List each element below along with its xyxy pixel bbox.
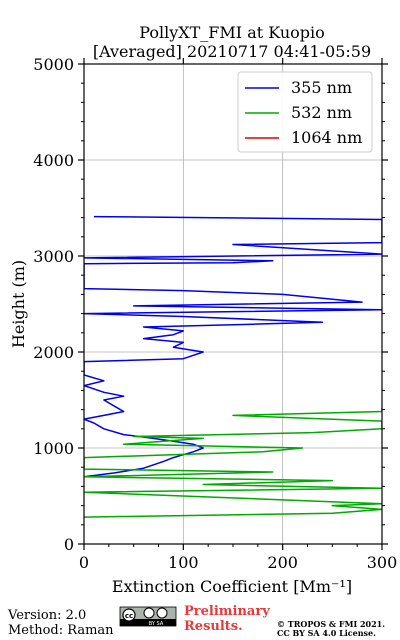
- sa-icon: [156, 607, 168, 619]
- x-tick-label: 0: [79, 553, 89, 572]
- chart-title-line2: [Averaged] 20210717 04:41-05:59: [93, 42, 371, 61]
- cc-license-badge: cc BY SA: [119, 606, 177, 627]
- series-line-532-nm: [84, 407, 382, 518]
- series-line-355-nm: [84, 215, 382, 478]
- legend-label: 1064 nm: [291, 128, 362, 147]
- legend-label: 532 nm: [291, 103, 352, 122]
- x-tick-label: 100: [168, 553, 199, 572]
- preliminary-text-line2: Results.: [184, 619, 243, 634]
- y-tick-label: 4000: [33, 151, 74, 170]
- legend-label: 355 nm: [291, 78, 352, 97]
- by-icon: [143, 607, 155, 619]
- series-lines: [84, 215, 382, 518]
- y-tick-label: 1000: [33, 439, 74, 458]
- copyright-line1: © TROPOS & FMI 2021.: [277, 619, 385, 629]
- chart-legend: 355 nm 532 nm 1064 nm: [237, 71, 373, 153]
- version-text: Version: 2.0: [7, 608, 86, 623]
- y-tick-label: 3000: [33, 247, 74, 266]
- y-axis-label: Height (m): [9, 260, 28, 348]
- y-tick-label: 5000: [33, 55, 74, 74]
- x-tick-label: 300: [367, 553, 398, 572]
- y-tick-label: 2000: [33, 343, 74, 362]
- y-tick-label: 0: [64, 535, 74, 554]
- method-text: Method: Raman: [8, 623, 114, 638]
- cc-icon: [122, 608, 136, 622]
- cc-badge-text: BY SA: [149, 621, 164, 627]
- preliminary-text-line1: Preliminary: [184, 604, 270, 619]
- x-axis-label: Extinction Coefficient [Mm⁻¹]: [112, 577, 352, 596]
- chart-title-line1: PollyXT_FMI at Kuopio: [139, 23, 325, 42]
- svg-text:cc: cc: [125, 612, 133, 620]
- footer: Version: 2.0 Method: Raman cc BY SA Prel…: [7, 604, 385, 638]
- legend-frame: [237, 71, 373, 153]
- copyright-line2: CC BY SA 4.0 License.: [277, 628, 376, 638]
- x-tick-label: 200: [267, 553, 298, 572]
